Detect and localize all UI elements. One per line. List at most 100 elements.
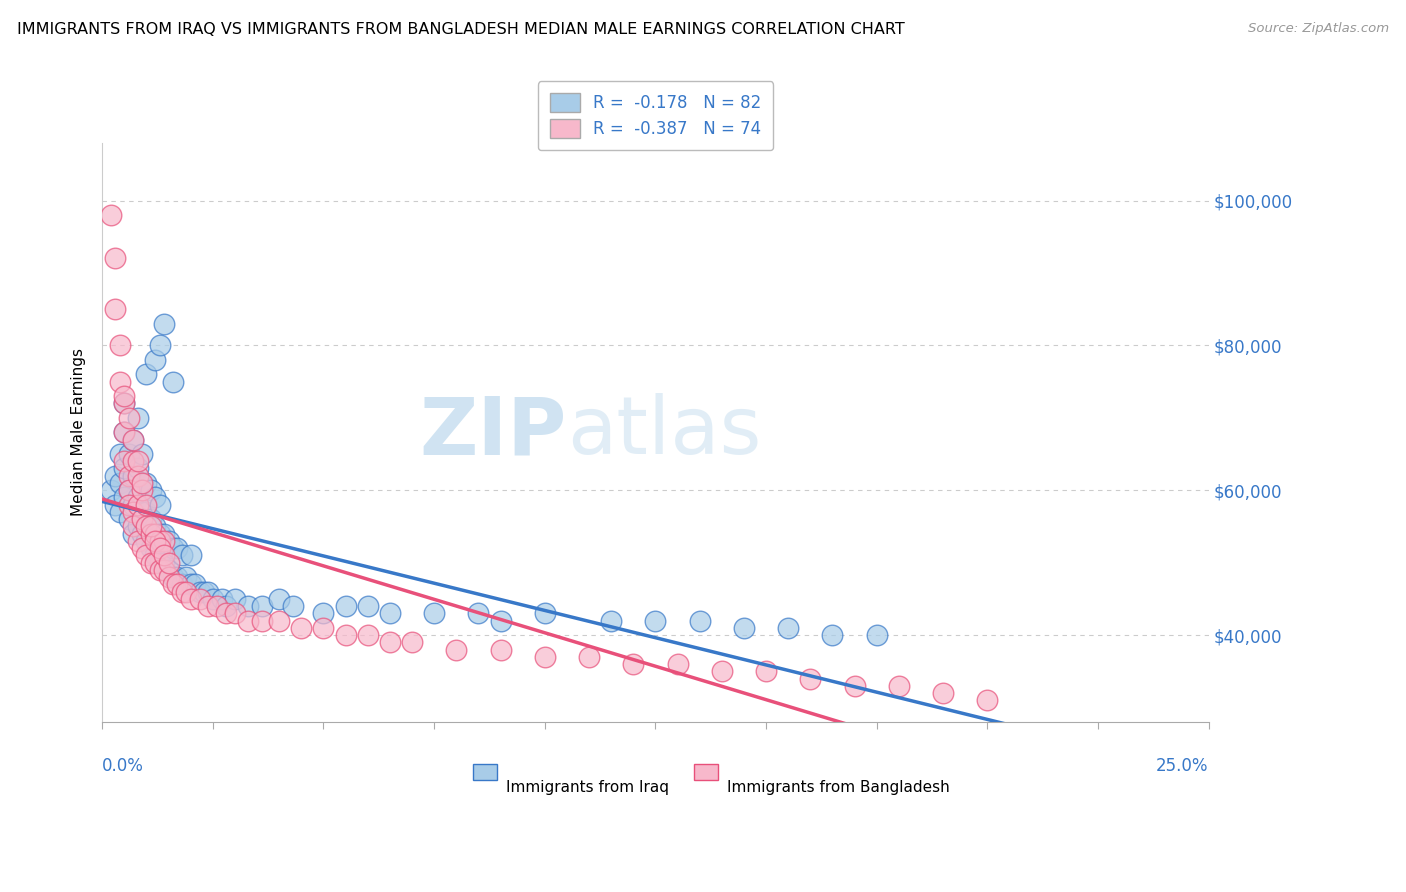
Point [118,512,141,526]
Point [533,607,555,621]
Point [122,433,145,447]
Point [224,591,246,606]
Text: IMMIGRANTS FROM IRAQ VS IMMIGRANTS FROM BANGLADESH MEDIAN MALE EARNINGS CORRELAT: IMMIGRANTS FROM IRAQ VS IMMIGRANTS FROM … [17,22,904,37]
Point [162,541,184,556]
Point [489,614,512,628]
Point [127,491,149,505]
Point [357,628,380,642]
Text: Source: ZipAtlas.com: Source: ZipAtlas.com [1249,22,1389,36]
Point [127,468,149,483]
Point [127,498,149,512]
Point [755,665,778,679]
Point [131,447,153,461]
Point [378,635,401,649]
Point [211,591,233,606]
Point [131,541,153,556]
Text: Immigrants from Iraq: Immigrants from Iraq [506,780,669,795]
Point [170,549,193,563]
Point [149,556,172,570]
Point [157,556,180,570]
Point [122,468,145,483]
Point [166,541,188,556]
Point [131,512,153,526]
Point [127,410,149,425]
Point [149,498,172,512]
Point [689,614,711,628]
Point [250,614,273,628]
Point [621,657,644,671]
Point [269,614,291,628]
Point [139,526,162,541]
Point [118,410,141,425]
Y-axis label: Median Male Earnings: Median Male Earnings [72,348,86,516]
Point [357,599,380,613]
Point [135,519,157,533]
Point [118,483,141,498]
Point [135,368,157,382]
Point [197,599,219,613]
Point [143,352,166,367]
Point [118,447,141,461]
Point [149,338,172,352]
Point [821,628,844,642]
Point [215,607,238,621]
Point [112,491,135,505]
Point [184,577,207,591]
Point [122,433,145,447]
Point [666,657,689,671]
Point [312,621,335,635]
Point [143,526,166,541]
Point [250,599,273,613]
Point [112,454,135,468]
Point [176,570,198,584]
Point [932,686,955,700]
Point [131,505,153,519]
Point [335,599,357,613]
Point [100,208,122,222]
Text: Immigrants from Bangladesh: Immigrants from Bangladesh [727,780,950,795]
Point [135,475,157,490]
Point [139,556,162,570]
Text: 0.0%: 0.0% [103,756,143,775]
Point [153,526,176,541]
Point [193,584,215,599]
Point [201,591,224,606]
Point [162,577,184,591]
Point [139,519,162,533]
Point [112,396,135,410]
Point [139,483,162,498]
Point [131,526,153,541]
Point [108,475,131,490]
Point [122,505,145,519]
Point [238,599,260,613]
Point [112,425,135,440]
Text: 25.0%: 25.0% [1156,756,1209,775]
Point [215,599,238,613]
Point [578,649,600,664]
Point [118,498,141,512]
Point [127,519,149,533]
Point [197,584,219,599]
Point [143,556,166,570]
Point [378,607,401,621]
Point [269,591,291,606]
Bar [695,764,718,780]
Point [153,549,176,563]
Point [135,498,157,512]
Point [157,563,180,577]
Point [108,447,131,461]
Point [112,389,135,403]
Point [127,533,149,548]
Point [799,672,821,686]
Point [170,584,193,599]
Point [335,628,357,642]
Point [153,563,176,577]
Point [104,302,127,317]
Point [207,599,229,613]
Point [467,607,489,621]
Point [131,475,153,490]
Point [135,533,157,548]
Point [127,461,149,475]
Point [162,570,184,584]
Point [131,475,153,490]
